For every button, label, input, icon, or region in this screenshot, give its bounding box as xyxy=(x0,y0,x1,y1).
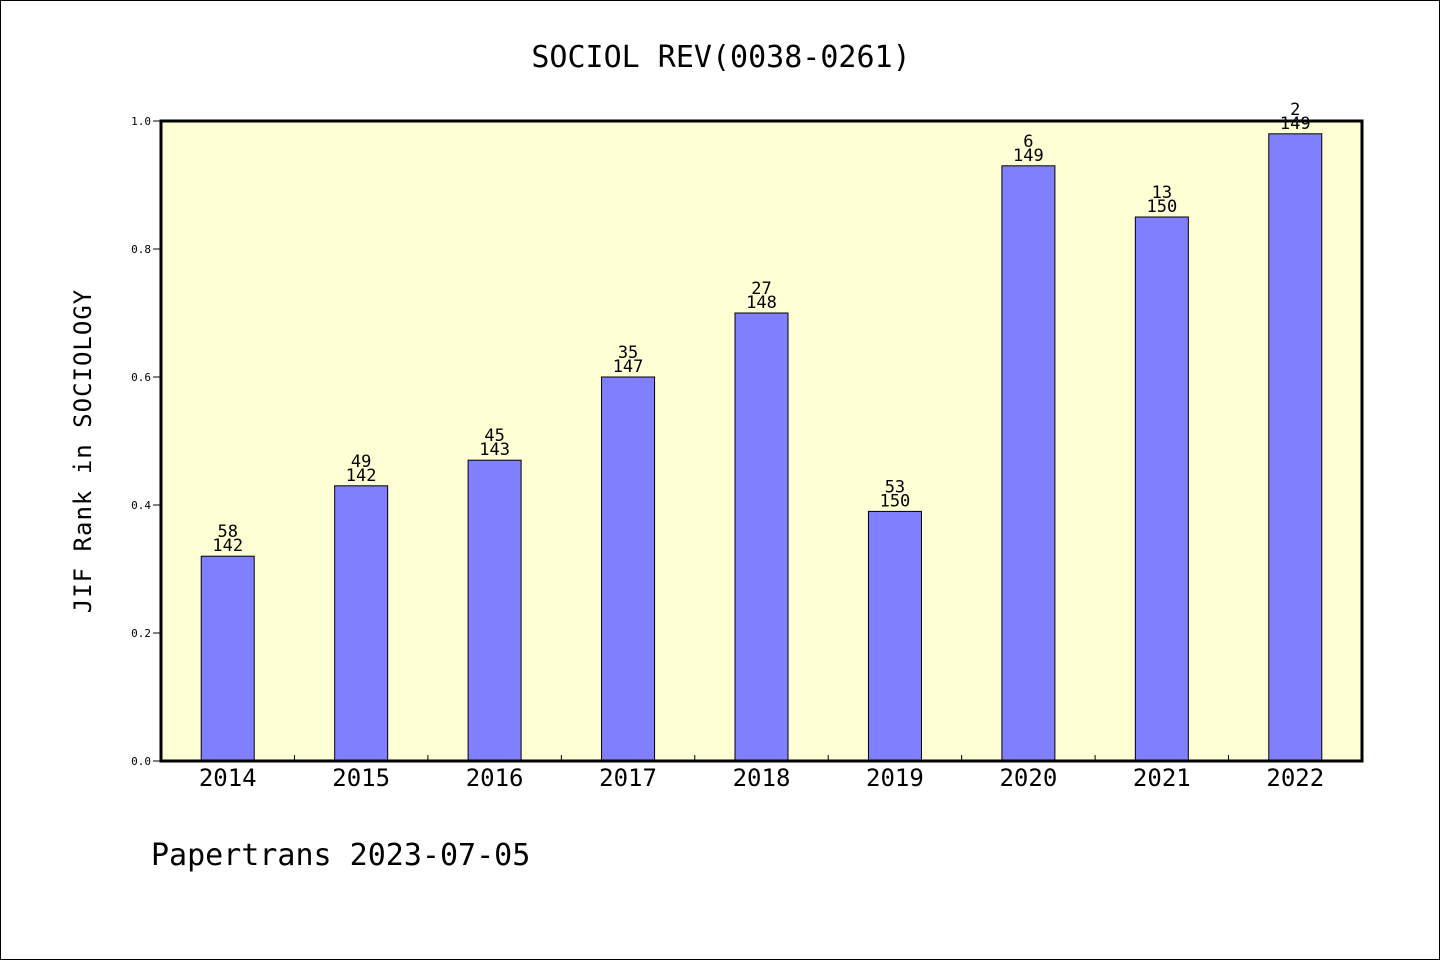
bar-2021 xyxy=(1134,216,1189,762)
x-tick-label-2014: 2014 xyxy=(199,764,257,792)
y-axis-label: JIF Rank in SOCIOLOGY xyxy=(69,289,97,613)
bars-group: 5814249142451433514727148531506149131502… xyxy=(200,100,1323,762)
bar-2018 xyxy=(734,312,789,762)
bar-label-rank-2015: 49 xyxy=(351,452,371,472)
bar-label-total-2015: 142 xyxy=(346,466,377,486)
bar-label-rank-2020: 6 xyxy=(1023,132,1033,152)
bar-2016 xyxy=(467,459,522,762)
bar-label-total-2016: 143 xyxy=(479,440,510,460)
y-tick-label-0.0: 0.0 xyxy=(131,755,151,768)
bar-label-rank-2017: 35 xyxy=(618,343,638,363)
bar-label-rank-2019: 53 xyxy=(885,477,905,497)
x-tick-label-2017: 2017 xyxy=(599,764,657,792)
bar-2015 xyxy=(334,485,389,762)
bar-label-rank-2022: 2 xyxy=(1290,100,1300,120)
bar-label-total-2022: 149 xyxy=(1280,114,1311,134)
x-tick-label-2020: 2020 xyxy=(999,764,1057,792)
x-tick-label-2018: 2018 xyxy=(733,764,791,792)
x-tick-label-2021: 2021 xyxy=(1133,764,1191,792)
bar-label-total-2018: 148 xyxy=(746,293,777,313)
bar-label-rank-2014: 58 xyxy=(217,522,237,542)
x-tick-label-2016: 2016 xyxy=(466,764,524,792)
bar-2020 xyxy=(1001,165,1056,762)
bar-label-total-2019: 150 xyxy=(880,491,911,511)
y-tick-label-0.6: 0.6 xyxy=(131,371,151,384)
x-tick-label-2019: 2019 xyxy=(866,764,924,792)
bar-2019 xyxy=(867,510,922,762)
bar-label-total-2014: 142 xyxy=(212,536,243,556)
bar-2022 xyxy=(1268,133,1323,762)
bar-label-rank-2018: 27 xyxy=(751,279,771,299)
bar-label-total-2021: 150 xyxy=(1146,197,1177,217)
bar-2017 xyxy=(601,376,656,762)
y-tick-label-0.8: 0.8 xyxy=(131,243,151,256)
bar-label-rank-2016: 45 xyxy=(484,426,504,446)
chart-title: SOCIOL REV(0038-0261) xyxy=(531,40,910,75)
bar-label-total-2020: 149 xyxy=(1013,146,1044,166)
y-tick-label-0.4: 0.4 xyxy=(131,499,151,512)
y-tick-label-1.0: 1.0 xyxy=(131,115,151,128)
y-tick-label-0.2: 0.2 xyxy=(131,627,151,640)
bar-2014 xyxy=(200,555,255,762)
bar-label-total-2017: 147 xyxy=(613,357,644,377)
bar-label-rank-2021: 13 xyxy=(1152,183,1172,203)
x-tick-label-2015: 2015 xyxy=(332,764,390,792)
plot-border xyxy=(159,119,1364,763)
x-tick-label-2022: 2022 xyxy=(1266,764,1324,792)
footer-credit: Papertrans 2023-07-05 xyxy=(151,838,530,873)
ticks-group: 2014 2015 2016 2017 2018 2019 2020 2021 2022 0.0 0… xyxy=(131,115,1324,792)
